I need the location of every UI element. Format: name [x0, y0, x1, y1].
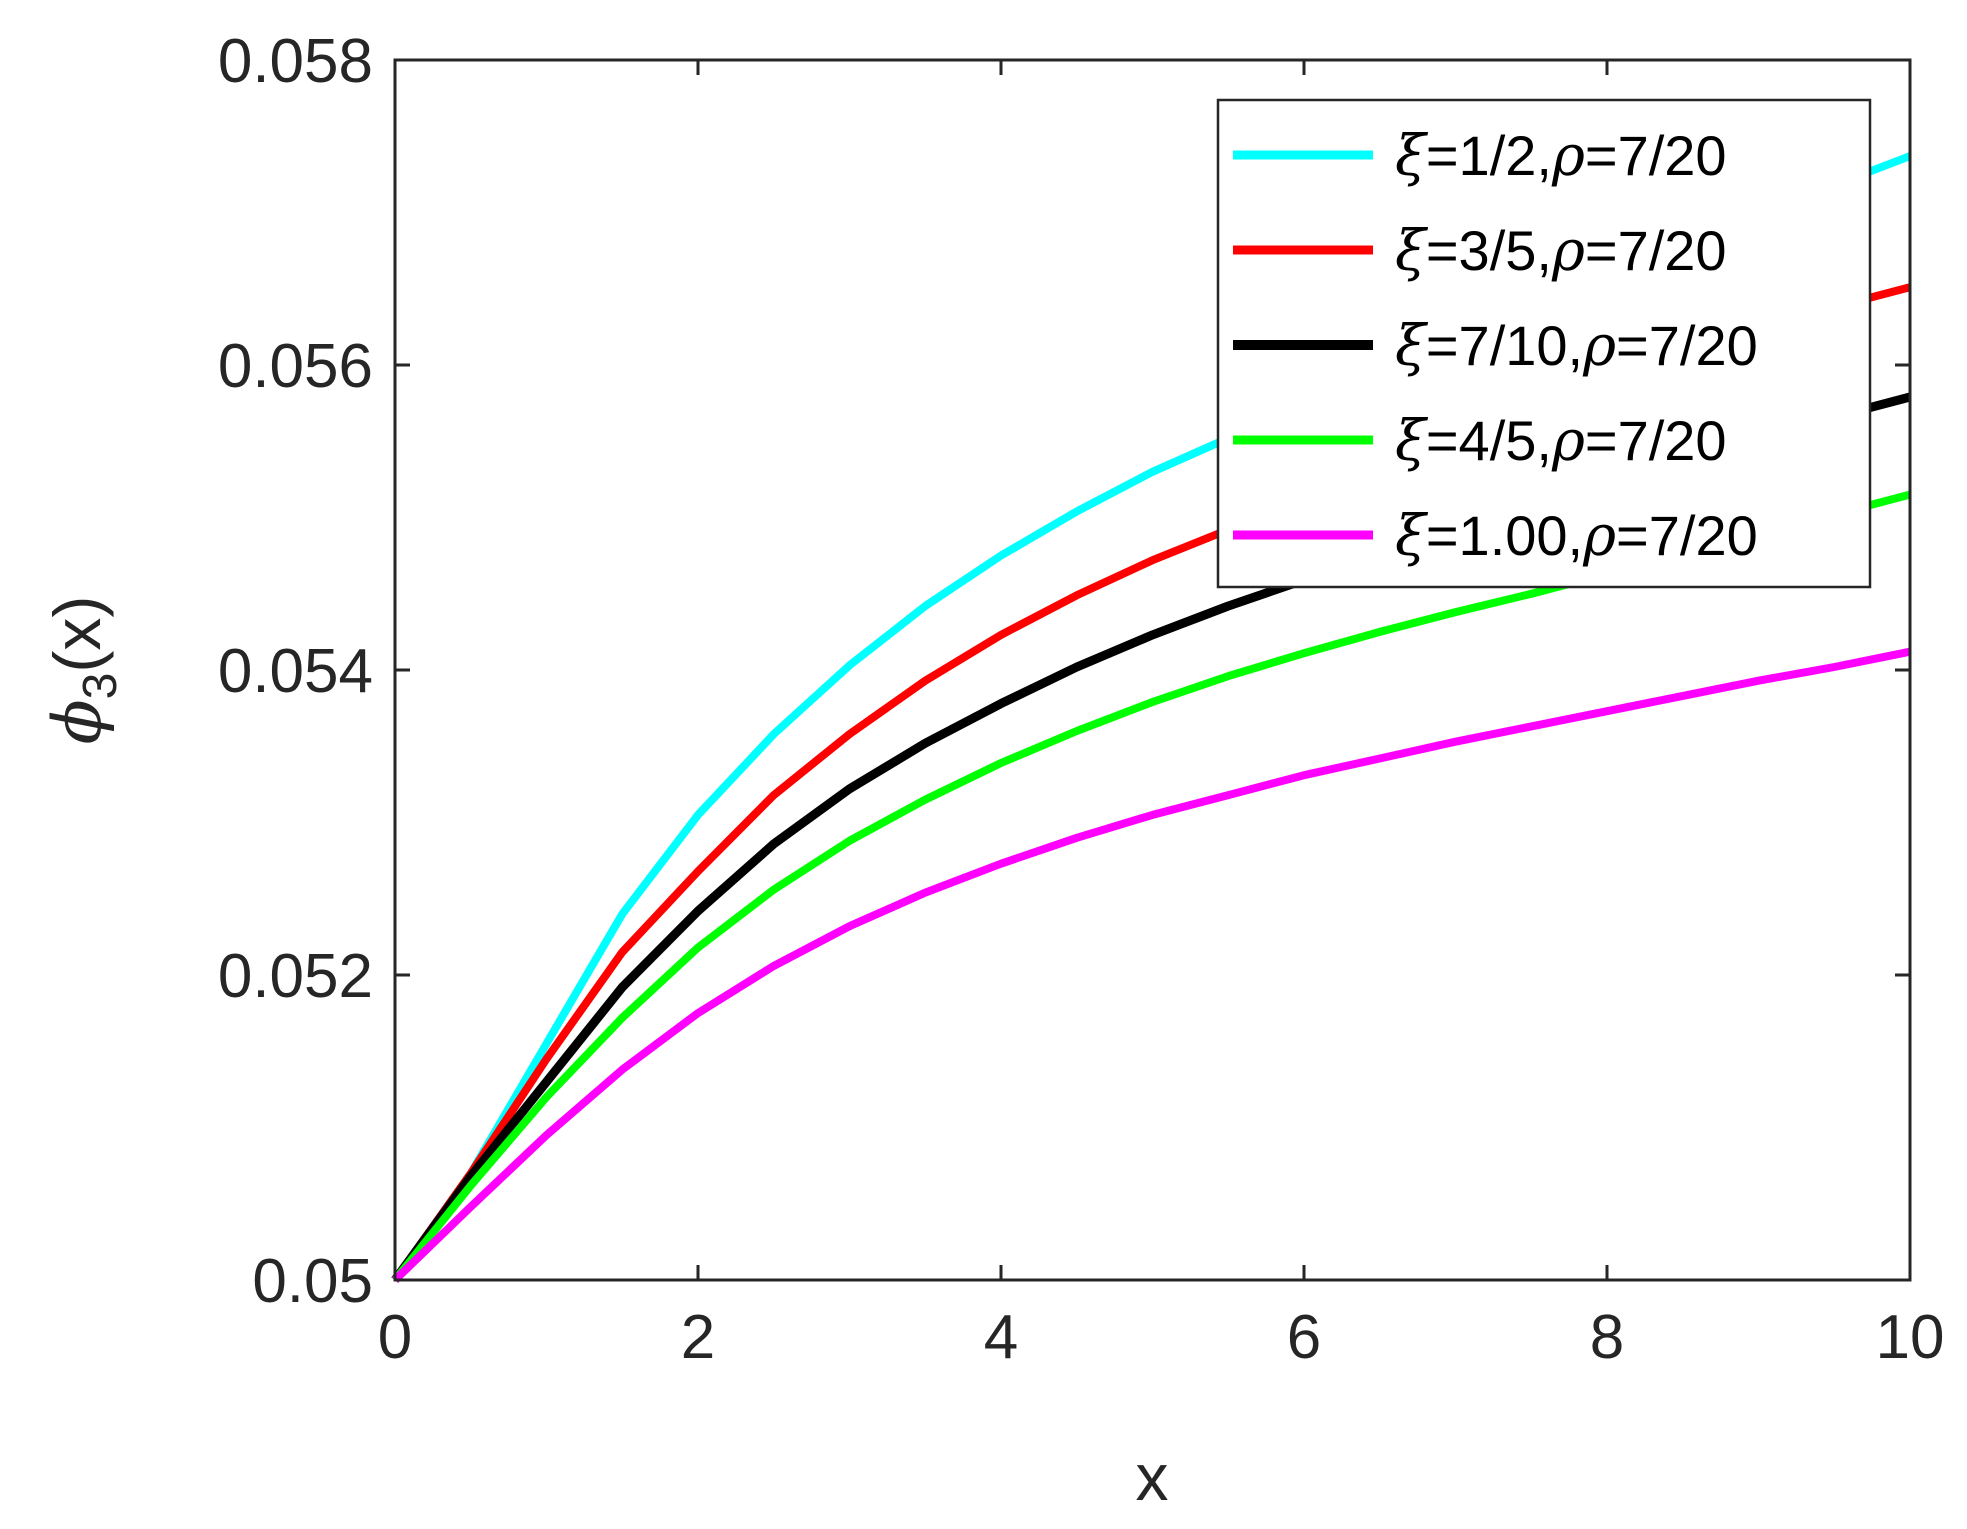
- y-axis-label-argument: (x): [40, 596, 114, 673]
- y-tick-label: 0.054: [218, 637, 373, 706]
- legend-label-4: ξ=4/5,ρ=7/20: [1395, 409, 1727, 474]
- y-axis-label-subscript: 3: [74, 673, 127, 700]
- legend-label-1: ξ=1/2,ρ=7/20: [1395, 124, 1727, 189]
- y-tick-label: 0.058: [218, 27, 373, 96]
- x-tick-label: 4: [984, 1303, 1018, 1372]
- x-tick-label: 10: [1876, 1303, 1945, 1372]
- y-axis-label: ϕ3(x): [39, 596, 127, 745]
- legend: ξ=1/2,ρ=7/20 ξ=3/5,ρ=7/20 ξ=7/10,ρ=7/20 ξ=4…: [1216, 98, 1872, 589]
- legend-label-5: ξ=1.00,ρ=7/20: [1395, 504, 1758, 569]
- y-tick-label: 0.056: [218, 332, 373, 401]
- y-axis-label-symbol: ϕ: [39, 699, 116, 744]
- plot-frame: [393, 58, 1912, 1282]
- x-axis-label: x: [1136, 1440, 1169, 1514]
- x-tick-label: 0: [378, 1303, 412, 1372]
- x-tick-label: 2: [681, 1303, 715, 1372]
- series-line-5: [392, 647, 1911, 1283]
- legend-entries: ξ=1/2,ρ=7/20 ξ=3/5,ρ=7/20 ξ=7/10,ρ=7/20 ξ=4…: [1233, 124, 1758, 569]
- x-tick-label: 8: [1590, 1303, 1624, 1372]
- legend-label-2: ξ=3/5,ρ=7/20: [1395, 219, 1727, 284]
- y-axis-ticks: 0.05 0.052 0.054 0.056 0.058: [218, 27, 1910, 1316]
- legend-label-3: ξ=7/10,ρ=7/20: [1395, 314, 1758, 379]
- x-tick-label: 6: [1287, 1303, 1321, 1372]
- y-tick-label: 0.05: [252, 1247, 373, 1316]
- x-axis-ticks: 0 2 4 6 8 10: [378, 60, 1945, 1372]
- y-tick-label: 0.052: [218, 942, 373, 1011]
